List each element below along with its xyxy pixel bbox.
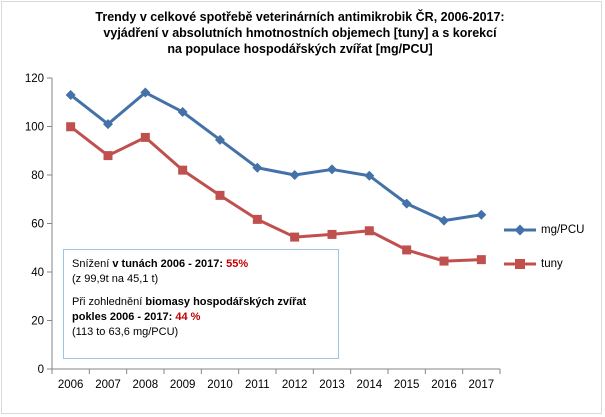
y-tick-label: 20 — [31, 316, 44, 328]
data-point-tuny — [140, 132, 150, 142]
series-mg-pcu — [65, 87, 487, 226]
data-point-tuny — [327, 229, 337, 239]
title-line-1: Trendy v celkové spotřebě veterinárních … — [95, 10, 505, 24]
data-point-tuny — [103, 151, 113, 161]
annot-reduction-percent: 55% — [226, 258, 249, 270]
data-point-tuny — [178, 165, 188, 175]
data-point-tuny — [252, 214, 262, 224]
annotation-line-3: Při zohlednění biomasy hospodářských zví… — [72, 295, 330, 310]
annot-decline-percent: 44 % — [175, 311, 201, 323]
title-line-2: vyjádření v absolutních hmotnostních obj… — [103, 26, 497, 40]
y-tick-label: 0 — [38, 364, 44, 376]
data-point-mg-pcu — [103, 119, 113, 130]
legend-marker-tuny — [504, 259, 536, 269]
y-tick-label: 80 — [31, 170, 44, 182]
data-point-mg-pcu — [401, 198, 412, 209]
annotation-line-5: (113 to 63,6 mg/PCU) — [72, 326, 179, 338]
data-point-tuny — [439, 256, 449, 266]
x-tick-label: 2015 — [394, 379, 420, 391]
y-tick-label: 60 — [31, 219, 44, 231]
data-point-mg-pcu — [476, 209, 487, 220]
data-point-mg-pcu — [327, 164, 337, 175]
legend-label-mg-pcu: mg/PCU — [541, 224, 585, 236]
legend-label-tuny: tuny — [541, 258, 563, 270]
data-point-mg-pcu — [364, 170, 375, 181]
title-line-3: na populace hospodářských zvířat [mg/PCU… — [167, 42, 433, 56]
y-tick-label: 40 — [31, 267, 44, 279]
x-tick-label: 2006 — [58, 379, 84, 391]
x-tick-label: 2013 — [319, 379, 345, 391]
data-point-tuny — [364, 226, 374, 236]
data-point-mg-pcu — [252, 162, 263, 173]
annot-l3a: Při zohlednění — [72, 296, 146, 308]
annotation-line-4: pokles 2006 - 2017: 44 % — [72, 310, 330, 325]
x-tick-label: 2008 — [133, 379, 159, 391]
data-point-mg-pcu — [439, 215, 449, 226]
x-tick-label: 2012 — [282, 379, 308, 391]
legend-item-mg-pcu: mg/PCU — [503, 220, 603, 240]
x-tick-label: 2011 — [245, 379, 270, 391]
data-point-tuny — [290, 232, 300, 242]
data-point-tuny — [476, 255, 486, 265]
annotation-line-1: Snížení v tunách 2006 - 2017: 55% — [72, 257, 330, 272]
data-point-mg-pcu — [177, 106, 188, 117]
chart-title: Trendy v celkové spotřebě veterinárních … — [60, 9, 540, 57]
series-line-mg-pcu — [69, 91, 482, 223]
annot-l1a: Snížení — [72, 258, 113, 270]
x-tick-label: 2010 — [207, 379, 233, 391]
x-tick-label: 2014 — [357, 379, 383, 391]
x-tick-label: 2007 — [95, 379, 121, 391]
annot-l3b: biomasy hospodářských zvířat — [145, 296, 307, 308]
x-tick-label: 2009 — [170, 379, 196, 391]
x-tick-label: 2017 — [469, 379, 495, 391]
legend-marker-mg-pcu — [504, 224, 536, 236]
data-point-tuny — [215, 190, 225, 200]
annot-l1b: v tunách 2006 - 2017: — [112, 258, 227, 270]
axes: 0 20 40 60 80 100 120 2006 2007 2008 2009 2010 2011 2… — [25, 73, 501, 391]
series-tuny — [66, 122, 486, 266]
legend-item-tuny: tuny — [503, 254, 603, 274]
series-line-tuny — [69, 125, 482, 263]
annotation-line-2: (z 99,9t na 45,1 t) — [72, 273, 159, 285]
data-point-mg-pcu — [140, 87, 151, 98]
data-point-mg-pcu — [215, 134, 225, 145]
y-tick-label: 120 — [25, 73, 44, 85]
series-layer — [65, 87, 487, 266]
data-point-mg-pcu — [65, 89, 76, 100]
data-point-tuny — [402, 245, 412, 255]
annot-l4a: pokles 2006 - 2017: — [72, 311, 176, 323]
data-point-mg-pcu — [289, 170, 300, 180]
annotation-box: Snížení v tunách 2006 - 2017: 55% (z 99,… — [63, 249, 339, 359]
y-tick-label: 100 — [25, 122, 44, 134]
data-point-tuny — [66, 122, 76, 132]
legend: mg/PCU tuny — [503, 220, 603, 288]
x-tick-label: 2016 — [431, 379, 457, 391]
